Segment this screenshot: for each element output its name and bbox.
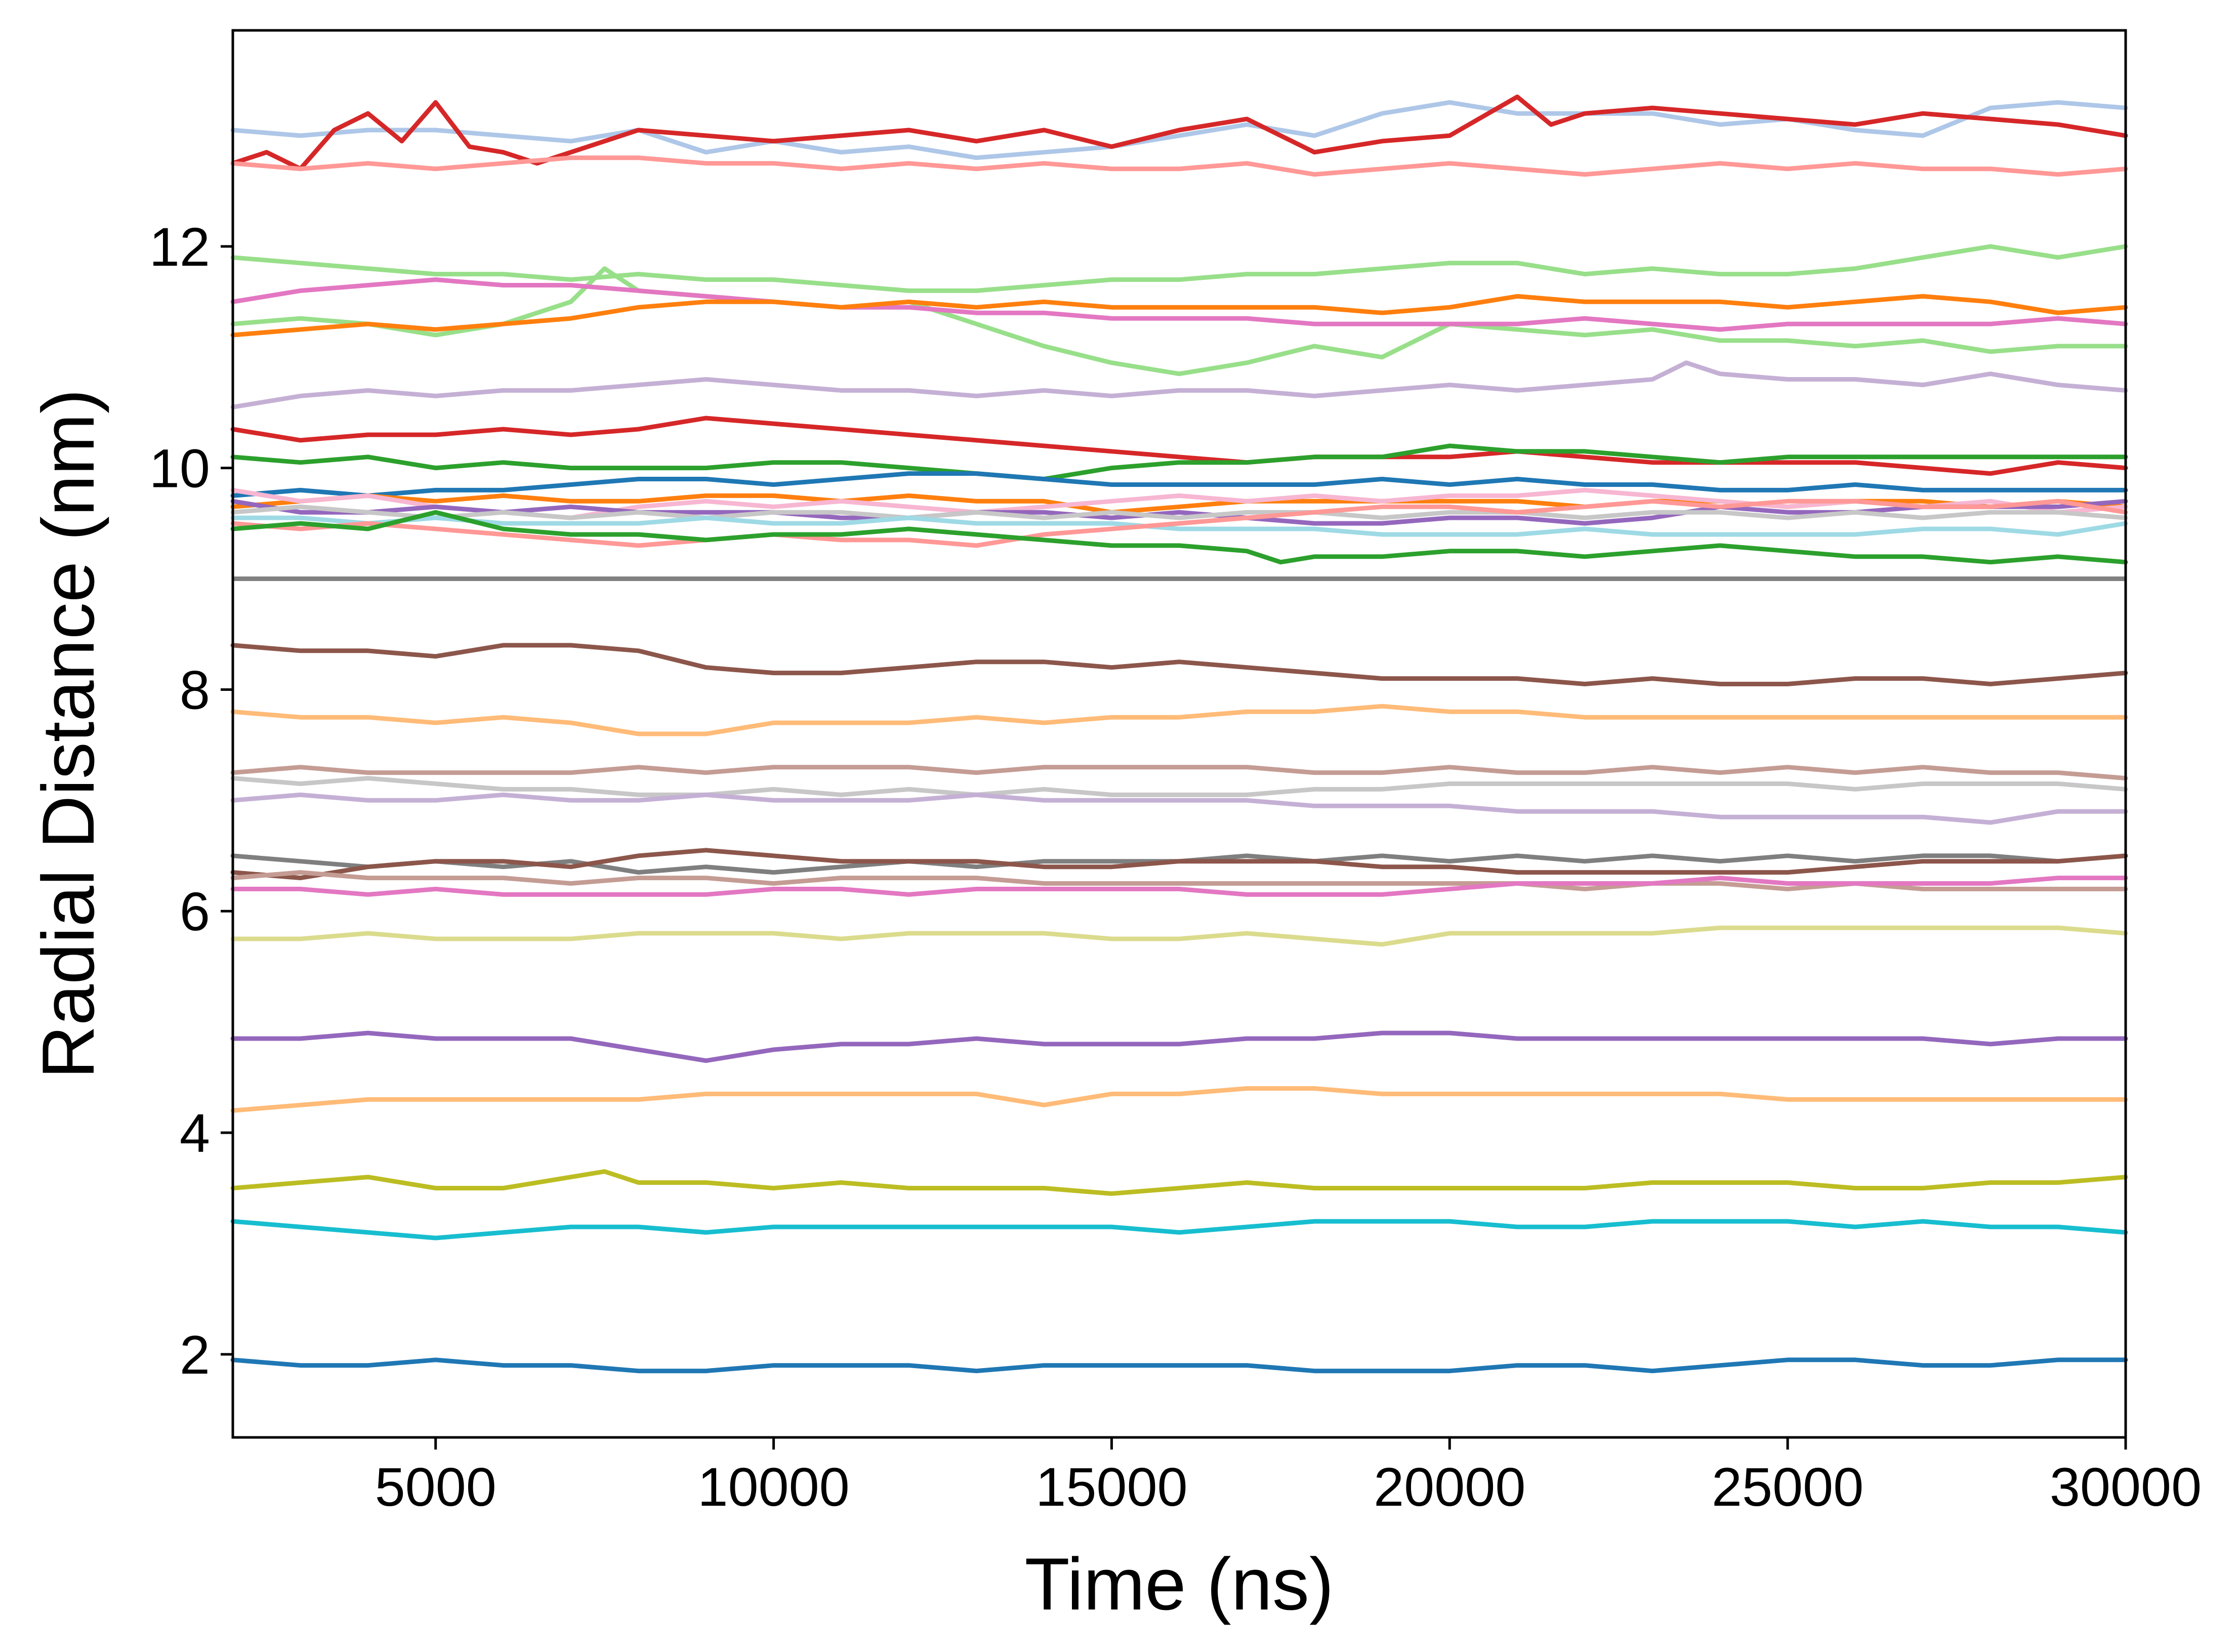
y-tick-label: 4 xyxy=(180,1102,210,1164)
series-line-9 xyxy=(230,416,2128,476)
series-line-31 xyxy=(230,1169,2128,1196)
series-line-23 xyxy=(230,792,2128,825)
y-tick-label: 10 xyxy=(149,438,210,499)
series-line-2 xyxy=(230,94,2128,172)
x-axis-label: Time (ns) xyxy=(1024,1543,1334,1625)
series-line-18 xyxy=(230,510,2128,565)
series-line-8 xyxy=(230,360,2128,409)
series-line-28 xyxy=(230,925,2128,947)
series-line-15 xyxy=(230,504,2128,520)
series-line-17 xyxy=(230,499,2128,548)
series-layer xyxy=(230,94,2128,1374)
series-line-3 xyxy=(230,155,2128,177)
series-line-5 xyxy=(230,266,2128,377)
x-tick-label: 5000 xyxy=(375,1456,496,1517)
series-line-33 xyxy=(230,1357,2128,1374)
series-line-14 xyxy=(230,499,2128,526)
y-tick-label: 12 xyxy=(149,216,210,277)
x-tick-label: 30000 xyxy=(2050,1456,2202,1517)
series-line-4 xyxy=(230,244,2128,293)
series-line-16 xyxy=(230,515,2128,537)
y-tick-label: 6 xyxy=(180,881,210,942)
series-line-32 xyxy=(230,1219,2128,1241)
y-axis-label: Radial Distance (nm) xyxy=(27,389,109,1079)
series-line-26 xyxy=(230,870,2128,891)
series-line-30 xyxy=(230,1086,2128,1113)
series-line-22 xyxy=(230,776,2128,797)
plot-frame xyxy=(231,29,2127,1439)
x-tick-label: 10000 xyxy=(697,1456,849,1517)
series-line-27 xyxy=(230,876,2128,897)
y-tick-label: 2 xyxy=(180,1324,210,1385)
x-tick-label: 20000 xyxy=(1374,1456,1525,1517)
series-line-7 xyxy=(230,294,2128,338)
y-axis-ticks: 2 4 6 8 10 12 xyxy=(149,216,233,1385)
y-tick-label: 8 xyxy=(180,659,210,720)
series-line-20 xyxy=(230,704,2128,736)
x-tick-label: 15000 xyxy=(1035,1456,1187,1517)
series-line-21 xyxy=(230,765,2128,781)
x-tick-label: 25000 xyxy=(1712,1456,1863,1517)
series-line-11 xyxy=(230,471,2128,498)
series-line-19 xyxy=(230,643,2128,686)
series-line-6 xyxy=(230,277,2128,332)
series-line-10 xyxy=(230,443,2128,481)
x-axis-ticks: 5000 10000 15000 20000 25000 30000 xyxy=(375,1437,2202,1517)
series-line-29 xyxy=(230,1030,2128,1063)
series-line-25 xyxy=(230,848,2128,881)
